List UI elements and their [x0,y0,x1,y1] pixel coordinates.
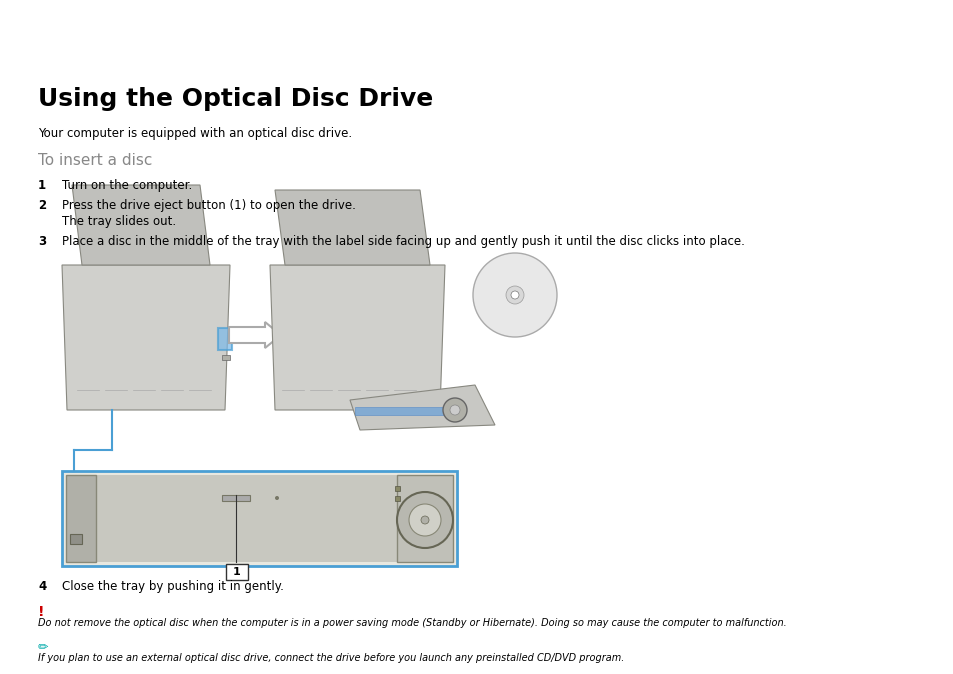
Text: 2: 2 [38,199,46,212]
Polygon shape [274,190,430,265]
Bar [218,328,232,350]
Text: If you plan to use an external optical disc drive, connect the drive before you : If you plan to use an external optical d… [38,653,623,663]
Text: Using Your VAIO Computer: Using Your VAIO Computer [831,32,953,42]
Circle shape [420,516,429,524]
Text: 3: 3 [38,235,46,248]
Bar [70,534,82,544]
Polygon shape [71,185,210,265]
Bar [222,355,230,360]
Text: 1: 1 [38,179,46,192]
Text: Do not remove the optical disc when the computer is in a power saving mode (Stan: Do not remove the optical disc when the … [38,618,786,628]
Circle shape [473,253,557,337]
Polygon shape [62,265,230,410]
Text: Close the tray by pushing it in gently.: Close the tray by pushing it in gently. [62,580,284,593]
Text: Turn on the computer.: Turn on the computer. [62,179,193,192]
Polygon shape [350,385,495,430]
Circle shape [442,398,467,422]
Circle shape [450,405,459,415]
Circle shape [396,492,453,548]
Text: To insert a disc: To insert a disc [38,153,152,168]
Circle shape [511,291,518,299]
FancyArrow shape [229,322,281,348]
Polygon shape [270,265,444,410]
Bar [226,564,248,580]
Bar [62,471,456,566]
Text: VAIO: VAIO [12,13,87,41]
Text: Press the drive eject button (1) to open the drive.: Press the drive eject button (1) to open… [62,199,355,212]
Circle shape [409,504,440,536]
Text: 4: 4 [38,580,46,593]
Circle shape [274,496,278,500]
Text: 1: 1 [233,567,240,577]
Bar [66,475,96,562]
Bar [395,486,399,491]
Text: Your computer is equipped with an optical disc drive.: Your computer is equipped with an optica… [38,127,352,140]
Circle shape [505,286,523,304]
Text: !: ! [38,605,45,619]
Bar [66,475,453,562]
Bar [355,407,444,415]
Text: ✏: ✏ [38,641,49,654]
Text: ◄ 32 ►: ◄ 32 ► [890,12,928,22]
Bar [395,496,399,501]
Text: Place a disc in the middle of the tray with the label side facing up and gently : Place a disc in the middle of the tray w… [62,235,744,248]
Text: The tray slides out.: The tray slides out. [62,215,176,228]
Text: Using the Optical Disc Drive: Using the Optical Disc Drive [38,87,433,111]
Bar [396,475,453,562]
Bar [222,495,250,501]
